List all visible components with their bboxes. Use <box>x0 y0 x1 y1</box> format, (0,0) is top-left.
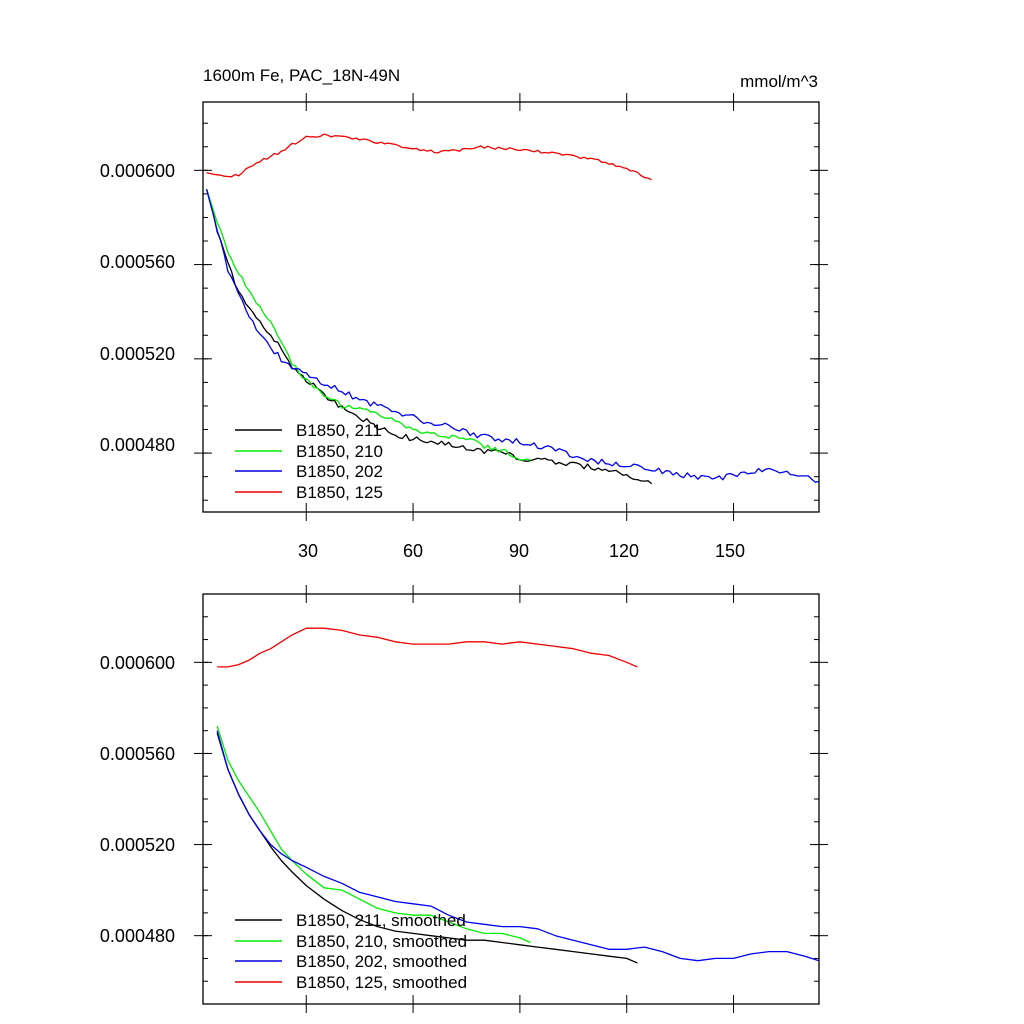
series-line-b1850-202-smoothed <box>216 730 820 962</box>
top-ytick-label: 0.000560 <box>100 252 175 272</box>
bottom-series-lines <box>216 627 820 964</box>
series-line-b1850-125 <box>206 133 652 181</box>
legend-label: B1850, 211 <box>296 421 382 440</box>
series-line-b1850-202 <box>205 189 820 483</box>
top-panel: 1600m Fe, PAC_18N-49N mmol/m^3 0.000600 … <box>100 66 828 561</box>
bottom-axis-ticks <box>194 585 828 1013</box>
series-line-b1850-125-smoothed <box>217 627 638 668</box>
series-line-b1850-210-smoothed <box>216 725 531 944</box>
series-line-b1850-210 <box>205 189 531 461</box>
top-legend: B1850, 211 B1850, 210 B1850, 202 B1850, … <box>235 421 383 502</box>
bottom-plot-frame <box>202 593 820 1005</box>
chart-title: 1600m Fe, PAC_18N-49N <box>203 66 400 85</box>
top-series-lines <box>205 133 820 485</box>
top-ytick-label: 0.000480 <box>100 435 175 455</box>
top-xtick-label: 120 <box>609 541 639 561</box>
top-axis-ticks <box>194 93 828 521</box>
bottom-ytick-label: 0.000520 <box>100 835 175 855</box>
legend-label: B1850, 125 <box>296 483 383 502</box>
legend-label: B1850, 210, smoothed <box>296 932 467 951</box>
bottom-ytick-label: 0.000600 <box>100 653 175 673</box>
top-ytick-label: 0.000600 <box>100 161 175 181</box>
series-line-b1850-211 <box>205 189 653 485</box>
bottom-panel: 0.000600 0.000560 0.000520 0.000480 B185… <box>100 585 828 1013</box>
legend-label: B1850, 211, smoothed <box>296 911 466 930</box>
top-xtick-label: 150 <box>715 541 745 561</box>
bottom-ytick-label: 0.000480 <box>100 926 175 946</box>
legend-label: B1850, 202, smoothed <box>296 952 467 971</box>
top-xtick-label: 60 <box>403 541 423 561</box>
bottom-ytick-label: 0.000560 <box>100 744 175 764</box>
legend-label: B1850, 202 <box>296 462 383 481</box>
top-xtick-label: 90 <box>509 541 529 561</box>
top-ytick-label: 0.000520 <box>100 344 175 364</box>
top-xtick-label: 30 <box>298 541 318 561</box>
legend-label: B1850, 125, smoothed <box>296 973 467 992</box>
units-label: mmol/m^3 <box>740 72 818 91</box>
series-line-b1850-211-smoothed <box>216 732 638 964</box>
legend-label: B1850, 210 <box>296 442 383 461</box>
top-plot-frame <box>202 101 820 513</box>
bottom-legend: B1850, 211, smoothed B1850, 210, smoothe… <box>235 911 467 992</box>
